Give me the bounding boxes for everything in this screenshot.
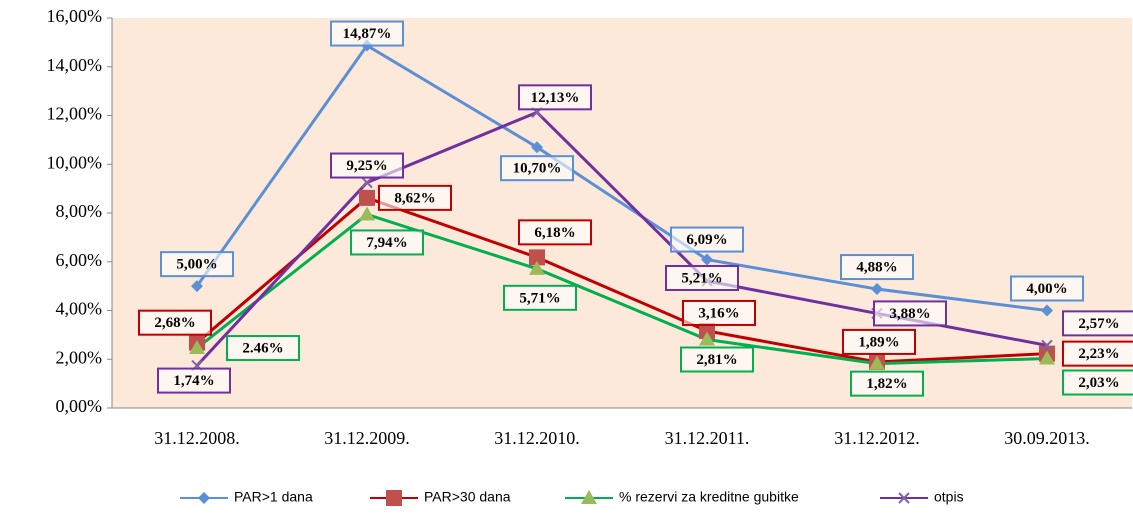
data-label: 4,88% — [856, 259, 897, 275]
x-tick-label: 31.12.2010. — [494, 428, 580, 448]
label-box — [1062, 340, 1133, 367]
y-tick-label: 0,00% — [56, 396, 103, 416]
y-tick-label: 4,00% — [56, 299, 103, 319]
data-label: 14,87% — [343, 26, 392, 42]
label-box — [873, 300, 947, 327]
series-line — [196, 196, 1048, 364]
y-tick-label: 12,00% — [47, 104, 103, 124]
marker — [871, 283, 883, 296]
legend-label: % rezervi za kreditne gubitke — [619, 489, 799, 505]
label-box — [1010, 275, 1084, 302]
data-label: 2,23% — [1078, 346, 1119, 362]
marker — [1041, 304, 1053, 317]
data-label: 2,81% — [696, 352, 737, 368]
label-box — [330, 152, 404, 179]
marker — [701, 253, 713, 266]
marker — [359, 189, 375, 206]
label-box — [330, 20, 404, 47]
y-tick-label: 10,00% — [47, 152, 103, 172]
data-label: 1,74% — [173, 373, 214, 389]
data-label: 5,21% — [681, 270, 722, 286]
marker — [1039, 350, 1055, 365]
label-box — [226, 335, 300, 362]
marker — [699, 322, 715, 339]
series-line — [195, 43, 1048, 312]
y-tick-label: 2,00% — [56, 347, 103, 367]
label-box — [500, 155, 574, 182]
data-label: 6,18% — [534, 225, 575, 241]
label-box — [518, 219, 592, 246]
label-box — [378, 184, 452, 211]
marker — [581, 490, 597, 504]
data-label: 6,09% — [686, 232, 727, 248]
marker — [898, 492, 910, 504]
data-label: 2.46% — [242, 340, 283, 356]
series-line — [196, 212, 1048, 366]
marker — [699, 331, 715, 346]
marker — [198, 492, 210, 504]
label-box — [1062, 369, 1133, 396]
label-box — [1062, 310, 1133, 337]
label-box — [850, 370, 924, 397]
marker — [529, 249, 545, 266]
legend-label: otpis — [934, 489, 964, 505]
data-label: 4,00% — [1026, 281, 1067, 297]
data-label: 3,16% — [698, 305, 739, 321]
marker — [191, 280, 203, 293]
label-box — [138, 309, 212, 336]
label-box — [157, 367, 231, 394]
x-tick-label: 30.09.2013. — [1004, 428, 1090, 448]
data-label: 1,82% — [866, 376, 907, 392]
data-label: 10,70% — [513, 161, 562, 177]
label-box — [840, 254, 914, 281]
marker — [869, 355, 885, 370]
y-tick-label: 8,00% — [56, 201, 103, 221]
label-box — [682, 299, 756, 326]
data-label: 8,62% — [394, 190, 435, 206]
marker — [1041, 339, 1053, 352]
x-tick-label: 31.12.2011. — [665, 428, 750, 448]
marker — [529, 260, 545, 275]
x-tick-label: 31.12.2012. — [834, 428, 920, 448]
label-box — [680, 346, 754, 373]
label-box — [842, 328, 916, 355]
x-tick-label: 31.12.2008. — [154, 428, 240, 448]
marker — [361, 176, 373, 189]
y-tick-label: 16,00% — [47, 6, 103, 26]
label-box — [160, 251, 234, 278]
legend-label: PAR>30 dana — [424, 489, 511, 505]
label-box — [665, 265, 739, 292]
label-box — [503, 284, 577, 311]
marker — [386, 490, 402, 506]
data-label: 2,03% — [1078, 375, 1119, 391]
data-label: 2,68% — [154, 315, 195, 331]
data-label: 1,89% — [858, 334, 899, 350]
marker — [189, 340, 205, 355]
legend-label: PAR>1 dana — [234, 489, 313, 505]
marker — [531, 141, 543, 154]
data-label: 5,71% — [519, 290, 560, 306]
data-label: 9,25% — [346, 158, 387, 174]
label-box — [518, 84, 592, 111]
x-tick-label: 31.12.2009. — [324, 428, 410, 448]
data-label: 12,13% — [531, 90, 580, 106]
data-label: 3,88% — [889, 306, 930, 322]
label-box — [670, 226, 744, 253]
marker — [359, 206, 375, 221]
data-label: 2,57% — [1078, 316, 1119, 332]
y-tick-label: 14,00% — [47, 55, 103, 75]
label-box — [350, 229, 424, 256]
data-label: 7,94% — [366, 235, 407, 251]
y-tick-label: 6,00% — [56, 250, 103, 270]
data-label: 5,00% — [176, 257, 217, 273]
